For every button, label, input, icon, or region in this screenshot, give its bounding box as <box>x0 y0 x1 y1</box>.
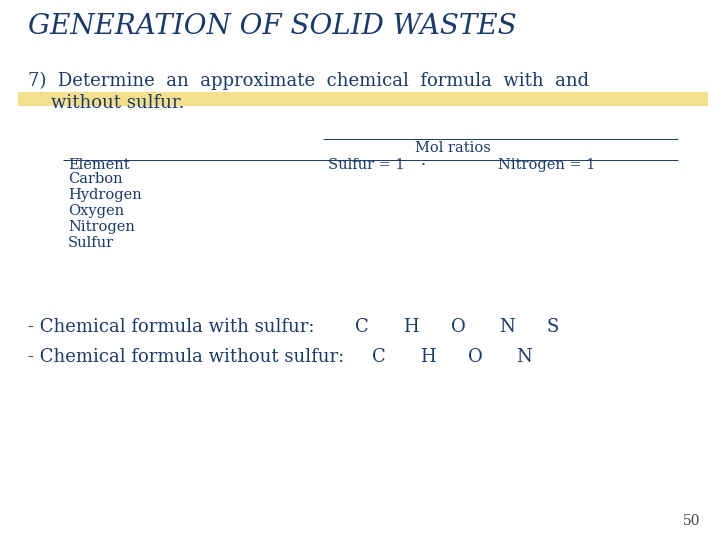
Text: Nitrogen = 1: Nitrogen = 1 <box>498 158 595 172</box>
Text: N: N <box>499 318 515 336</box>
Text: Mol ratios: Mol ratios <box>415 141 491 155</box>
Text: O: O <box>468 348 482 366</box>
Text: N: N <box>516 348 532 366</box>
Text: GENERATION OF SOLID WASTES: GENERATION OF SOLID WASTES <box>28 13 517 40</box>
Text: S: S <box>547 318 559 336</box>
Text: - Chemical formula with sulfur:: - Chemical formula with sulfur: <box>28 318 320 336</box>
Text: Oxygen: Oxygen <box>68 204 124 218</box>
Text: C: C <box>355 318 369 336</box>
Text: 7)  Determine  an  approximate  chemical  formula  with  and: 7) Determine an approximate chemical for… <box>28 72 589 90</box>
Text: C: C <box>372 348 386 366</box>
Text: Nitrogen: Nitrogen <box>68 220 135 234</box>
Text: H: H <box>403 318 418 336</box>
Text: Sulfur: Sulfur <box>68 236 114 250</box>
Text: Sulfur = 1: Sulfur = 1 <box>328 158 405 172</box>
Text: Hydrogen: Hydrogen <box>68 188 142 202</box>
Text: H: H <box>420 348 436 366</box>
Bar <box>18 92 708 106</box>
Text: ·: · <box>420 157 426 174</box>
Text: 50: 50 <box>683 514 700 528</box>
Text: without sulfur.: without sulfur. <box>28 94 184 112</box>
Text: Carbon: Carbon <box>68 172 122 186</box>
Text: Element: Element <box>68 158 130 172</box>
Text: O: O <box>451 318 466 336</box>
Text: - Chemical formula without sulfur:: - Chemical formula without sulfur: <box>28 348 350 366</box>
